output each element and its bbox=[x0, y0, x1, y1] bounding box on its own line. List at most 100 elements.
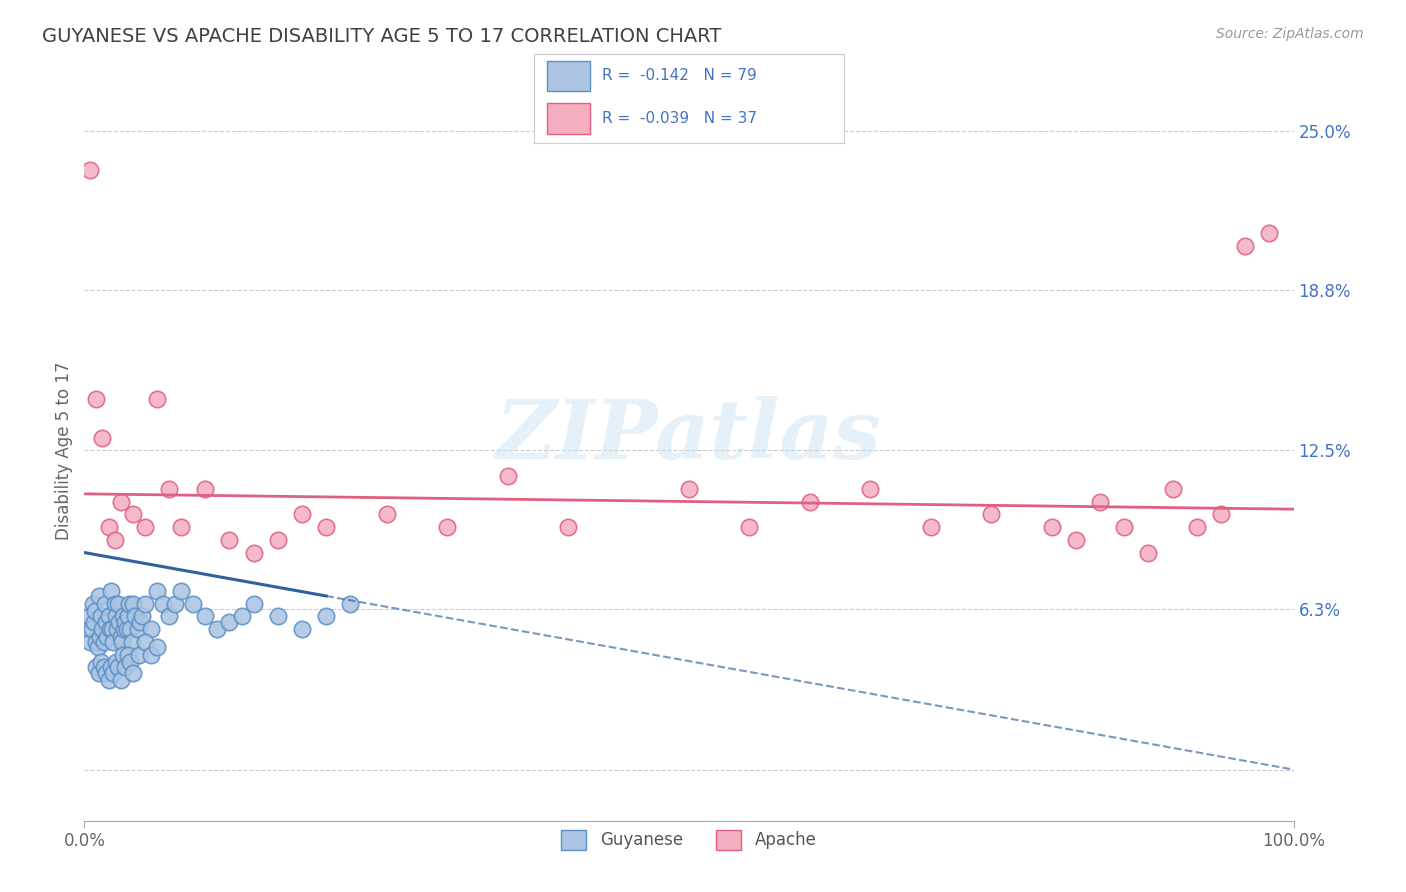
Point bbox=[86, 392, 108, 407]
Point bbox=[170, 520, 193, 534]
Point bbox=[127, 622, 149, 636]
Point bbox=[1258, 227, 1281, 241]
Text: Source: ZipAtlas.com: Source: ZipAtlas.com bbox=[1216, 27, 1364, 41]
Point bbox=[267, 533, 290, 547]
Point bbox=[108, 615, 131, 629]
Point bbox=[218, 533, 240, 547]
Point bbox=[1040, 520, 1063, 534]
Point bbox=[146, 583, 169, 598]
Point bbox=[131, 609, 153, 624]
Point bbox=[194, 482, 217, 496]
Point bbox=[859, 482, 882, 496]
Point bbox=[83, 615, 105, 629]
Point bbox=[1088, 494, 1111, 508]
Point bbox=[77, 609, 100, 624]
Point bbox=[181, 597, 204, 611]
Point bbox=[121, 597, 143, 611]
Point bbox=[557, 520, 579, 534]
Point bbox=[129, 615, 152, 629]
Point bbox=[218, 615, 240, 629]
Point bbox=[678, 482, 700, 496]
Point bbox=[139, 648, 162, 662]
Point bbox=[104, 609, 127, 624]
Point bbox=[82, 597, 104, 611]
Point bbox=[128, 648, 150, 662]
Text: ZIPatlas: ZIPatlas bbox=[496, 396, 882, 475]
Point bbox=[80, 622, 103, 636]
Point bbox=[496, 469, 519, 483]
Point bbox=[120, 656, 142, 670]
Point bbox=[375, 508, 398, 522]
Point bbox=[115, 622, 138, 636]
Point bbox=[107, 597, 129, 611]
Point bbox=[111, 635, 134, 649]
Point bbox=[91, 431, 114, 445]
Point bbox=[86, 660, 108, 674]
Point bbox=[124, 609, 146, 624]
Point bbox=[117, 648, 139, 662]
Point bbox=[91, 622, 114, 636]
Point bbox=[134, 635, 156, 649]
Point bbox=[157, 482, 180, 496]
Point bbox=[89, 630, 111, 644]
Point bbox=[1064, 533, 1087, 547]
Point bbox=[165, 597, 187, 611]
Point bbox=[97, 609, 120, 624]
Bar bbox=[547, 61, 591, 91]
Point bbox=[1137, 545, 1160, 559]
Point bbox=[103, 635, 125, 649]
Point bbox=[121, 635, 143, 649]
Point bbox=[100, 583, 122, 598]
Point bbox=[134, 520, 156, 534]
Point bbox=[94, 597, 117, 611]
Point bbox=[1234, 239, 1257, 253]
Point bbox=[103, 665, 125, 680]
Point bbox=[107, 660, 129, 674]
Point bbox=[104, 656, 127, 670]
Point bbox=[104, 533, 127, 547]
Point bbox=[1114, 520, 1136, 534]
Point bbox=[97, 520, 120, 534]
Text: R =  -0.142   N = 79: R = -0.142 N = 79 bbox=[602, 69, 756, 83]
Point bbox=[112, 622, 135, 636]
Point bbox=[112, 648, 135, 662]
Point bbox=[93, 635, 115, 649]
Point bbox=[93, 660, 115, 674]
Point bbox=[152, 597, 174, 611]
Point bbox=[436, 520, 458, 534]
Point bbox=[90, 656, 112, 670]
Point bbox=[110, 630, 132, 644]
Point bbox=[920, 520, 942, 534]
Point bbox=[315, 609, 337, 624]
Text: R =  -0.039   N = 37: R = -0.039 N = 37 bbox=[602, 112, 758, 126]
Point bbox=[118, 597, 141, 611]
Point bbox=[84, 604, 107, 618]
Point bbox=[94, 665, 117, 680]
Point bbox=[291, 622, 314, 636]
Point bbox=[315, 520, 337, 534]
Point bbox=[110, 673, 132, 688]
Point bbox=[96, 630, 118, 644]
Point bbox=[146, 640, 169, 654]
Point bbox=[1209, 508, 1232, 522]
Point bbox=[242, 545, 264, 559]
Point bbox=[738, 520, 761, 534]
Point bbox=[112, 609, 135, 624]
Point bbox=[194, 609, 217, 624]
Point bbox=[90, 609, 112, 624]
Point bbox=[87, 665, 110, 680]
Point bbox=[110, 494, 132, 508]
Point bbox=[104, 597, 127, 611]
Point bbox=[87, 589, 110, 603]
Point bbox=[242, 597, 264, 611]
Point bbox=[291, 508, 314, 522]
Point bbox=[139, 622, 162, 636]
Point bbox=[980, 508, 1002, 522]
Point bbox=[86, 635, 108, 649]
Point bbox=[170, 583, 193, 598]
Point bbox=[79, 162, 101, 177]
Point bbox=[98, 622, 121, 636]
Point bbox=[114, 660, 136, 674]
Point bbox=[120, 622, 142, 636]
Y-axis label: Disability Age 5 to 17: Disability Age 5 to 17 bbox=[55, 361, 73, 540]
